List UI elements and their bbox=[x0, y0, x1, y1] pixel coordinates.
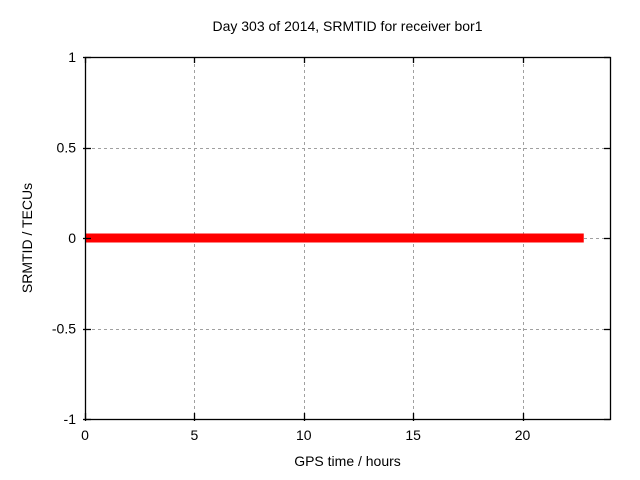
x-tick-label: 0 bbox=[81, 427, 89, 443]
y-tick-label: 1 bbox=[68, 49, 76, 65]
y-tick-label: 0.5 bbox=[57, 140, 77, 156]
x-tick-label: 15 bbox=[405, 427, 421, 443]
chart-title: Day 303 of 2014, SRMTID for receiver bor… bbox=[212, 18, 483, 34]
x-axis-label: GPS time / hours bbox=[294, 453, 401, 469]
x-tick-label: 20 bbox=[515, 427, 531, 443]
y-tick-label: 0 bbox=[68, 230, 76, 246]
x-tick-label: 5 bbox=[190, 427, 198, 443]
x-tick-label: 10 bbox=[296, 427, 312, 443]
y-tick-label: -0.5 bbox=[52, 321, 76, 337]
y-tick-label: -1 bbox=[64, 411, 77, 427]
